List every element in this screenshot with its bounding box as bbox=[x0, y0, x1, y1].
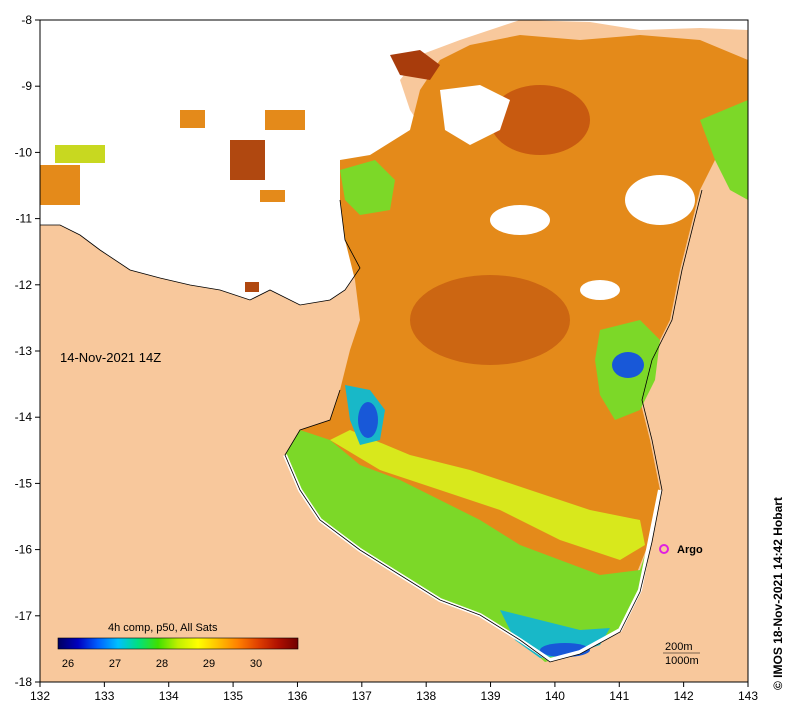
sea-blue-west bbox=[358, 402, 378, 438]
colorbar-ticks: 26 27 28 29 30 bbox=[62, 658, 262, 670]
colorbar-tick-label: 27 bbox=[109, 658, 121, 670]
cloud-east bbox=[625, 175, 695, 225]
map-area bbox=[40, 20, 748, 682]
x-tick-label: 134 bbox=[159, 689, 179, 703]
y-tick-label: -15 bbox=[15, 476, 33, 490]
y-tick-label: -10 bbox=[15, 145, 33, 159]
sea-hot-nw bbox=[390, 50, 440, 80]
y-tick-label: -13 bbox=[15, 344, 33, 358]
x-tick-label: 140 bbox=[545, 689, 565, 703]
sea-green-nw bbox=[340, 160, 395, 215]
depth-label-200: 200m bbox=[665, 641, 693, 653]
credit-text: © IMOS 18-Nov-2021 14:42 Hobart bbox=[771, 497, 785, 690]
sea-green-south bbox=[285, 430, 650, 662]
cloud-north-gulf bbox=[440, 85, 510, 145]
patch-4 bbox=[55, 145, 105, 163]
x-tick-label: 143 bbox=[738, 689, 758, 703]
sea-hot-north bbox=[490, 85, 590, 155]
y-tick-label: -12 bbox=[15, 278, 33, 292]
y-axis: -8 -9 -10 -11 -12 -13 -14 -15 -16 -17 -18 bbox=[15, 13, 40, 689]
cloud-center bbox=[490, 205, 550, 235]
y-tick-label: -8 bbox=[21, 13, 32, 27]
y-tick-label: -18 bbox=[15, 675, 33, 689]
argo-icon bbox=[659, 544, 669, 554]
x-tick-label: 138 bbox=[416, 689, 436, 703]
sea-green-ne bbox=[700, 100, 748, 200]
argo-label: Argo bbox=[677, 544, 703, 556]
date-label: 14-Nov-2021 14Z bbox=[60, 350, 161, 365]
argo-marker[interactable]: Argo bbox=[659, 544, 703, 556]
x-tick-label: 135 bbox=[223, 689, 243, 703]
x-tick-label: 136 bbox=[287, 689, 307, 703]
x-axis: 132 133 134 135 136 137 138 139 140 141 142 143 bbox=[30, 682, 758, 703]
y-tick-label: -16 bbox=[15, 543, 33, 557]
x-tick-label: 132 bbox=[30, 689, 50, 703]
x-tick-label: 139 bbox=[481, 689, 501, 703]
patch-3 bbox=[265, 110, 305, 130]
coastline bbox=[40, 189, 703, 663]
sea-hot-core bbox=[410, 275, 570, 365]
x-tick-label: 137 bbox=[352, 689, 372, 703]
x-tick-label: 142 bbox=[674, 689, 694, 703]
patch-7 bbox=[245, 282, 259, 292]
colorbar: 4h comp, p50, All Sats 26 27 28 29 30 bbox=[57, 622, 299, 670]
sea-blue-east bbox=[612, 352, 644, 378]
depth-legend: 200m 1000m bbox=[663, 641, 700, 667]
x-tick-label: 141 bbox=[609, 689, 629, 703]
patch-1 bbox=[230, 140, 265, 180]
colorbar-tick-label: 29 bbox=[203, 658, 215, 670]
y-tick-label: -9 bbox=[21, 79, 32, 93]
patch-5 bbox=[40, 165, 80, 205]
sea-yellow-band bbox=[330, 430, 645, 560]
y-tick-label: -17 bbox=[15, 609, 33, 623]
colorbar-tick-label: 26 bbox=[62, 658, 74, 670]
patch-6 bbox=[260, 190, 285, 202]
colorbar-title: 4h comp, p50, All Sats bbox=[108, 622, 218, 634]
colorbar-bar bbox=[57, 637, 299, 650]
y-tick-label: -14 bbox=[15, 410, 33, 424]
cloud-east-small bbox=[580, 280, 620, 300]
x-tick-label: 133 bbox=[94, 689, 114, 703]
patch-2 bbox=[180, 110, 205, 128]
colorbar-tick-label: 30 bbox=[250, 658, 262, 670]
colorbar-tick-label: 28 bbox=[156, 658, 168, 670]
y-tick-label: -11 bbox=[16, 212, 33, 226]
depth-label-1000: 1000m bbox=[665, 655, 699, 667]
